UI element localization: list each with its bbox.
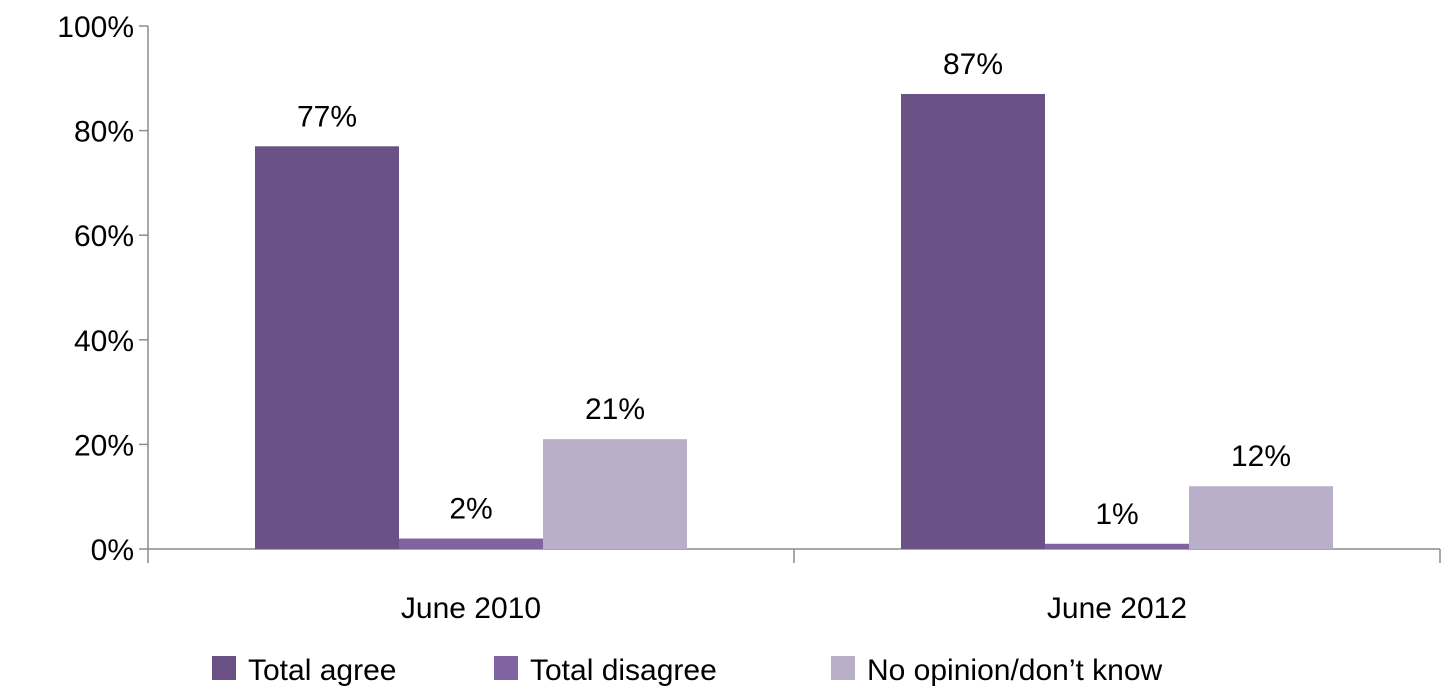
x-category-label: June 2012: [1047, 592, 1187, 625]
bar: [399, 538, 543, 549]
legend-label: Total disagree: [530, 654, 717, 686]
y-tick-label: 40%: [74, 325, 134, 358]
y-axis-ticks: 0% 20% 40% 60% 80% 100%: [57, 11, 148, 567]
y-tick-label: 60%: [74, 220, 134, 253]
bars: [255, 93, 1333, 550]
bar: [1189, 486, 1333, 549]
data-label: 12%: [1231, 440, 1291, 473]
bar: [543, 439, 687, 549]
bar: [255, 146, 399, 550]
legend-swatch: [212, 656, 236, 680]
data-label: 77%: [297, 100, 357, 133]
x-axis-labels: June 2010 June 2012: [401, 592, 1187, 625]
data-label: 1%: [1095, 498, 1138, 531]
bar: [901, 93, 1045, 550]
data-label: 2%: [449, 493, 492, 526]
legend: Total agree Total disagree No opinion/don’…: [212, 654, 1163, 686]
legend-swatch: [494, 656, 518, 680]
bar: [1045, 543, 1189, 549]
y-tick-label: 80%: [74, 116, 134, 149]
y-tick-label: 20%: [74, 429, 134, 462]
data-label: 21%: [585, 393, 645, 426]
y-tick-label: 0%: [91, 534, 134, 567]
data-label: 87%: [943, 48, 1003, 81]
legend-label: No opinion/don’t know: [867, 654, 1163, 686]
legend-label: Total agree: [248, 654, 396, 686]
y-tick-label: 100%: [57, 11, 134, 44]
legend-swatch: [831, 656, 855, 680]
data-labels: 77% 2% 21% 87% 1% 12%: [297, 48, 1291, 531]
x-category-label: June 2010: [401, 592, 541, 625]
